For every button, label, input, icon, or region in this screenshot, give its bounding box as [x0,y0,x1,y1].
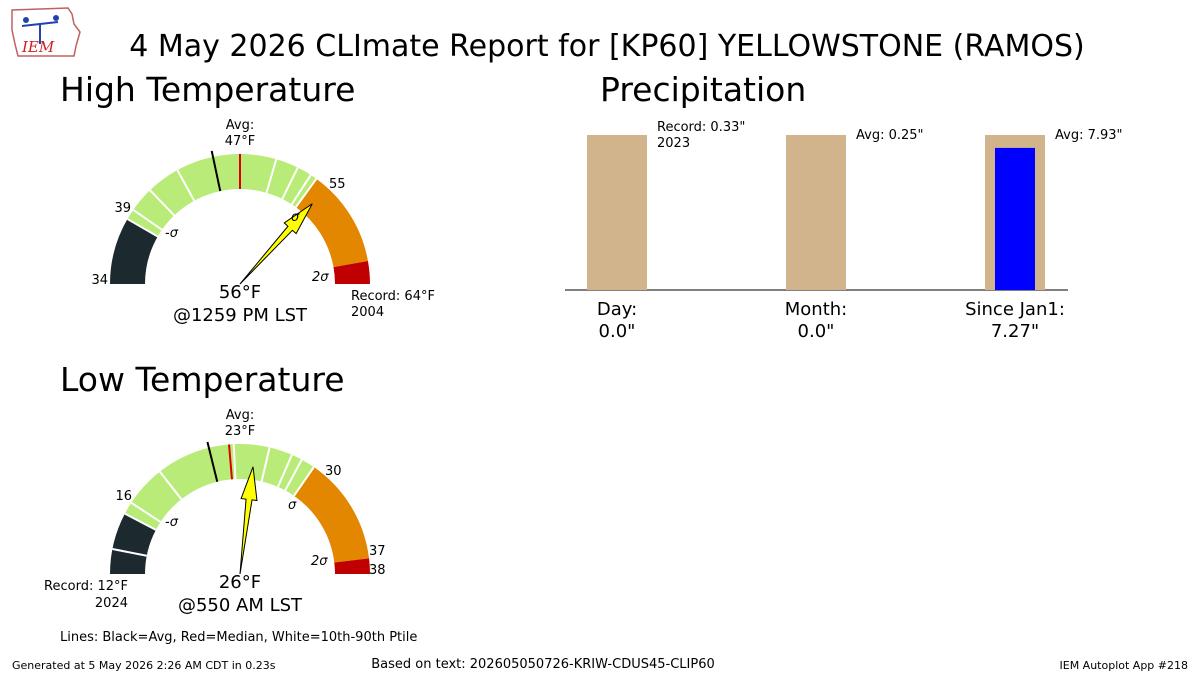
precipitation-title: Precipitation [600,70,806,109]
record-year-label: 2004 [351,305,384,320]
category-label: Day: [597,299,637,320]
observed-bar [995,147,1035,290]
page-title: 4 May 2026 CLImate Report for [KP60] YEL… [129,29,1085,64]
observed-time-label: @550 AM LST [178,595,303,616]
tick-label: 38 [369,563,386,578]
tick-label: 55 [329,177,346,192]
within-sigma-band [124,444,314,530]
percentile-line [260,447,271,482]
minus-sigma-line [124,512,157,531]
percentile-line [277,454,293,488]
record-label: Record: 12°F [44,579,128,594]
observed-value-label: 7.27" [991,321,1039,342]
tick-label: 30 [325,464,342,479]
average-label: Avg: [226,118,254,133]
iem-logo-text: IEM [21,38,55,56]
percentile-line [159,471,183,500]
observed-time-label: @1259 PM LST [173,305,308,326]
percentile-line [176,169,196,202]
average-line [206,441,219,482]
sigma-to-2sigma-band [295,178,368,268]
within-sigma-band [127,154,317,237]
source-text-footer: Based on text: 202605050726-KRIW-CDUS45-… [371,657,715,672]
plus-2sigma-label: 2σ [312,270,329,285]
observed-value-label: 0.0" [599,321,636,342]
plus-sigma-label: σ [291,210,300,225]
percentile-line [265,158,278,194]
high-temperature-title: High Temperature [60,70,355,109]
reference-bar [786,135,846,290]
percentile-line [284,459,303,491]
above-2sigma-band [333,260,370,284]
median-line [228,444,233,480]
low-temperature-gauge: Low Temperature Avg:23°F 26°F@550 AM LST 1… [44,360,386,616]
average-label: Avg: [226,408,254,423]
record-year-label: 2024 [95,596,128,611]
percentile-line [290,174,312,205]
observed-value-label: 0.0" [798,321,835,342]
app-footer: IEM Autoplot App #218 [1060,659,1189,672]
plus-sigma-line [293,466,315,497]
observed-needle [239,466,258,575]
average-value-label: 47°F [225,134,256,149]
record-year-label: 2023 [657,136,690,151]
above-2sigma-band [334,558,370,574]
reference-label: Avg: 7.93" [1055,128,1123,143]
plus-sigma-line [295,178,318,208]
tick-label: 16 [115,489,132,504]
plus-sigma-label: σ [288,498,297,513]
low-temperature-title: Low Temperature [60,360,345,399]
record-label: Record: 64°F [351,289,435,304]
percentile-line [130,501,162,523]
tick-label: 37 [369,544,386,559]
high-temperature-gauge: High Temperature Avg:47°F 56°F@1259 PM LS… [60,70,435,326]
tick-label: 34 [91,273,108,288]
observed-value-label: 26°F [219,572,261,593]
minus-sigma-label: -σ [165,515,179,530]
category-label: Month: [785,299,847,320]
minus-sigma-line [126,218,159,238]
percentile-line [232,444,237,480]
iem-logo: IEM [11,7,81,57]
percentile-line [132,208,163,231]
observed-value-label: 56°F [219,282,261,303]
percentile-line [149,189,175,217]
percentile-line [112,548,147,557]
observed-needle [239,203,313,285]
precipitation-chart: Precipitation Record: 0.33"Day:0.0"Avg: … [565,70,1123,342]
reference-bar [587,135,647,290]
category-label: Since Jan1: [965,299,1065,320]
generated-footer: Generated at 5 May 2026 2:26 AM CDT in 0… [12,659,276,672]
average-value-label: 23°F [225,424,256,439]
reference-label: Avg: 0.25" [856,128,924,143]
reference-label: Record: 0.33" [657,120,745,135]
plus-2sigma-label: 2σ [311,554,328,569]
sigma-to-2sigma-band [293,467,370,563]
average-line [210,150,222,192]
lines-legend: Lines: Black=Avg, Red=Median, White=10th… [60,630,417,645]
minus-sigma-label: -σ [165,226,179,241]
percentile-line [281,167,299,200]
below-minus-sigma-band [110,219,158,284]
tick-label: 39 [114,201,131,216]
below-minus-sigma-band [110,513,156,574]
